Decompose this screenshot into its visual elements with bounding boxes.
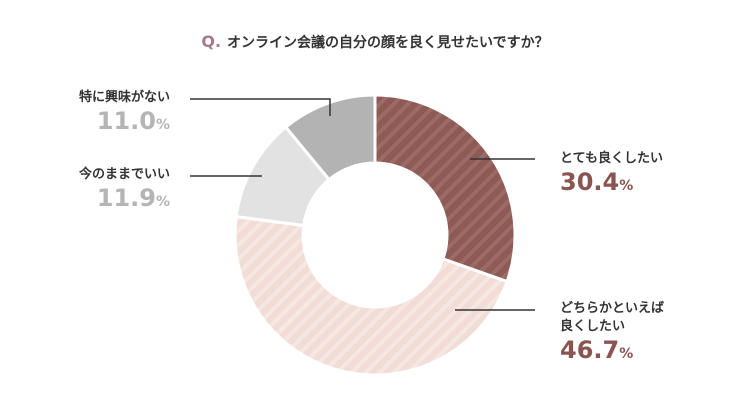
label-slice-2-name: 今のままでいい xyxy=(78,167,170,182)
label-slice-0-value: 30.4% xyxy=(560,168,634,196)
label-slice-3: 特に興味がない 11.0% xyxy=(79,89,170,139)
label-slice-2: 今のままでいい 11.9% xyxy=(79,166,170,216)
question-prefix: Q. xyxy=(201,32,222,51)
chart-title: Q. オンライン会議の自分の顔を良く見せたいですか？ xyxy=(0,32,750,52)
label-slice-1-value: 46.7% xyxy=(560,336,634,364)
label-slice-0: とても良くしたい 30.4% xyxy=(560,150,663,200)
label-slice-1: どちらかといえば 良くしたい 46.7% xyxy=(560,300,664,368)
question-text: オンライン会議の自分の顔を良く見せたいですか？ xyxy=(227,35,549,51)
label-slice-3-value: 11.0% xyxy=(96,107,170,135)
donut-slice-1 xyxy=(233,214,509,377)
label-slice-1-name-line2: 良くしたい xyxy=(560,319,626,334)
donut-slice-0 xyxy=(373,93,517,284)
donut-slices xyxy=(233,93,517,377)
donut-slice-3 xyxy=(283,93,377,182)
leader-lines xyxy=(190,98,535,311)
label-slice-3-name: 特に興味がない xyxy=(78,90,170,105)
label-slice-1-name-line1: どちらかといえば xyxy=(560,301,665,316)
leader-line-slice-3 xyxy=(190,98,331,116)
label-slice-2-value: 11.9% xyxy=(96,184,170,212)
label-slice-0-name: とても良くしたい xyxy=(560,151,663,166)
